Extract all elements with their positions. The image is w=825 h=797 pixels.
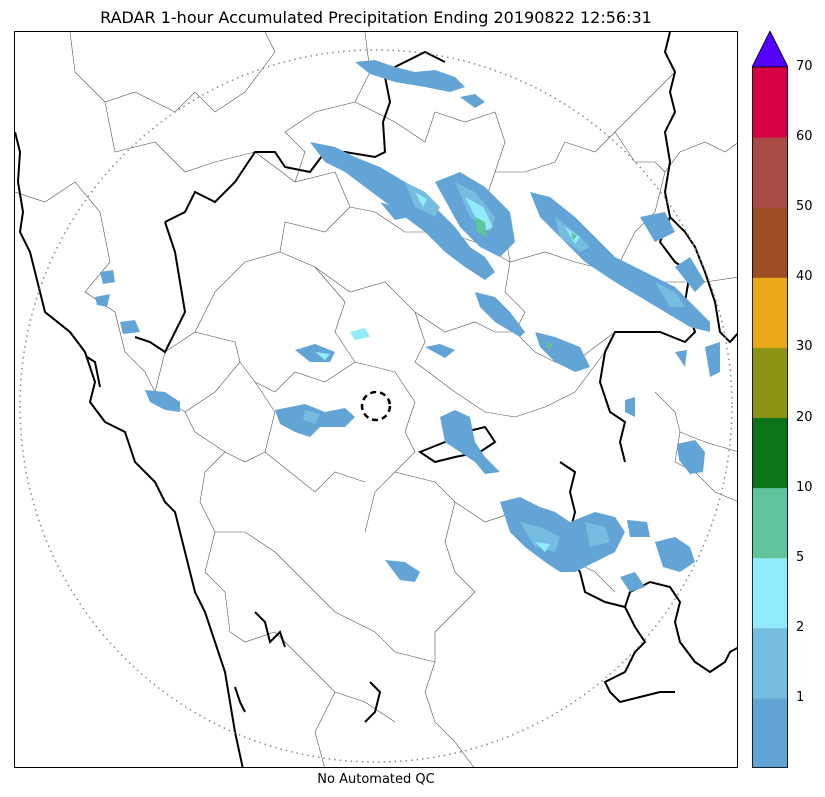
colorbar bbox=[751, 30, 789, 769]
colorbar-segment bbox=[752, 487, 788, 559]
colorbar-segment bbox=[752, 137, 788, 208]
colorbar-tick-label: 30 bbox=[796, 339, 813, 355]
colorbar-tick-label: 50 bbox=[796, 199, 813, 215]
colorbar-segment bbox=[752, 697, 788, 769]
colorbar-extend-arrow bbox=[751, 30, 789, 68]
colorbar-tick-label: 10 bbox=[796, 479, 813, 495]
colorbar-tick-label: 60 bbox=[796, 129, 813, 145]
map-title: RADAR 1-hour Accumulated Precipitation E… bbox=[100, 8, 652, 27]
colorbar-segment bbox=[752, 207, 788, 278]
colorbar-segment bbox=[752, 417, 788, 489]
radar-site-marker bbox=[360, 390, 392, 422]
colorbar-labels: 1 2 5 10 20 30 40 50 60 70 bbox=[796, 0, 825, 797]
colorbar-segment bbox=[752, 67, 788, 138]
colorbar-tick-label: 5 bbox=[796, 549, 805, 565]
qc-note: No Automated QC bbox=[317, 772, 435, 787]
range-ring bbox=[19, 49, 733, 763]
colorbar-segment bbox=[752, 277, 788, 348]
colorbar-tick-label: 70 bbox=[796, 59, 813, 74]
colorbar-tick-label: 1 bbox=[796, 689, 805, 705]
colorbar-tick-label: 40 bbox=[796, 269, 813, 285]
colorbar-segment bbox=[752, 347, 788, 418]
map-svg bbox=[15, 32, 737, 767]
colorbar-frame bbox=[752, 66, 788, 768]
colorbar-segment bbox=[752, 627, 788, 699]
colorbar-tick-label: 20 bbox=[796, 409, 813, 425]
colorbar-segment bbox=[752, 557, 788, 629]
colorbar-tick-label: 2 bbox=[796, 619, 805, 635]
radar-map[interactable] bbox=[14, 31, 738, 768]
colorbar-svg bbox=[751, 30, 789, 769]
precipitation-echoes bbox=[95, 60, 720, 592]
